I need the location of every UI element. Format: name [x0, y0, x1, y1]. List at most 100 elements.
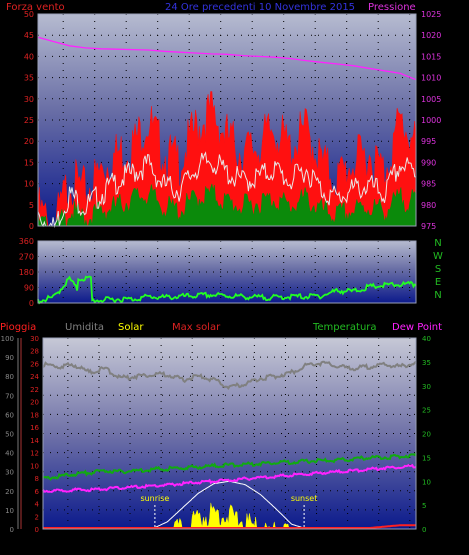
wind-y-tick: 0	[29, 222, 34, 231]
humidity-y-tick: 100	[1, 335, 14, 343]
direction-y-tick: 270	[19, 253, 34, 262]
rain-y-tick: 14	[30, 437, 39, 445]
pressure-y-tick: 980	[421, 201, 436, 210]
pressure-series	[37, 36, 417, 81]
bottom-x-tick: 16	[280, 539, 290, 548]
wind-y-tick: 25	[24, 116, 34, 125]
wind-y-tick: 5	[29, 201, 34, 210]
wind-min-series	[37, 183, 417, 227]
temperature-y-tick: 30	[422, 383, 431, 391]
bottom-right-axis: 0 5 10 15 20 25 30 35 40	[422, 335, 431, 534]
header-center: 24 Ore precedenti 10 Novembre 2015	[165, 2, 355, 13]
rain-y-tick: 18	[30, 411, 39, 419]
bottom-x-tick: 00	[405, 539, 415, 548]
rain-y-tick: 20	[30, 399, 39, 407]
wind-x-tick: 04	[90, 231, 100, 240]
humidity-y-tick: 70	[5, 392, 14, 400]
wind-x-tick: 12	[216, 231, 226, 240]
wind-x-tick: 16	[279, 231, 289, 240]
temperature-y-tick: 20	[422, 431, 431, 439]
legend-item: Dew Point	[392, 322, 442, 333]
wind-x-tick: 00	[405, 231, 415, 240]
wind-x-tick: 02	[58, 231, 68, 240]
wind-y-tick: 30	[24, 95, 34, 104]
rain-series	[43, 524, 416, 529]
temperature-y-tick: 15	[422, 454, 431, 462]
humidity-series	[42, 360, 417, 390]
wind-x-tick: 14	[247, 231, 257, 240]
pressure-y-tick: 975	[421, 222, 436, 231]
rain-y-tick: 16	[30, 424, 39, 432]
bottom-legend: Pioggia Umidita Solar Max solar Temperatura D…	[0, 322, 442, 333]
bottom-y-axes: 0102030405060708090100024681012141618202…	[1, 335, 40, 534]
humidity-y-tick: 0	[10, 526, 14, 534]
wind-x-axis: 02 04 06 08 10 12 14 16 18 20 22 00	[58, 231, 415, 240]
wind-panel-frame	[37, 13, 417, 227]
direction-y-tick: 180	[19, 268, 34, 277]
wind-y-tick: 35	[24, 74, 34, 83]
pressure-y-tick: 985	[421, 180, 436, 189]
humidity-y-tick: 10	[5, 507, 14, 515]
wind-x-tick: 22	[373, 231, 383, 240]
temperature-y-tick: 10	[422, 478, 431, 486]
wind-y-axis: 0 5 10 15 20 25 30 35 40 45 50	[24, 10, 34, 231]
direction-panel-series	[37, 275, 417, 305]
bottom-x-tick: 12	[218, 539, 228, 548]
rain-y-tick: 4	[35, 501, 40, 509]
pressure-y-tick: 1000	[421, 116, 441, 125]
direction-y-axis: 0 90 180 270 360	[19, 237, 34, 308]
humidity-y-tick: 90	[5, 354, 14, 362]
direction-panel-frame	[37, 240, 417, 304]
rain-y-tick: 24	[30, 373, 39, 381]
temperature-y-tick: 25	[422, 407, 431, 415]
bottom-x-tick: 14	[249, 539, 259, 548]
temperature-y-tick: 35	[422, 359, 431, 367]
humidity-y-tick: 80	[5, 373, 14, 381]
humidity-y-tick: 50	[5, 431, 14, 439]
rain-y-tick: 26	[30, 360, 39, 368]
direction-series	[37, 275, 417, 305]
temperature-series	[42, 452, 417, 481]
legend-item: Temperatura	[312, 322, 377, 333]
pressure-y-tick: 1025	[421, 10, 441, 19]
legend-item: Pioggia	[0, 322, 36, 333]
compass-label: W	[433, 251, 443, 262]
legend-item: Solar	[118, 322, 144, 333]
wind-x-tick: 18	[310, 231, 320, 240]
bottom-x-tick: 20	[343, 539, 353, 548]
rain-y-tick: 2	[35, 513, 39, 521]
rain-y-tick: 8	[35, 475, 39, 483]
bottom-x-tick: 04	[94, 539, 104, 548]
legend-item: Max solar	[172, 322, 221, 333]
wind-x-tick: 06	[121, 231, 131, 240]
bottom-x-tick: 02	[63, 539, 73, 548]
direction-y-tick: 90	[24, 284, 34, 293]
humidity-y-tick: 40	[5, 450, 14, 458]
pressure-y-tick: 1015	[421, 52, 441, 61]
direction-panel-grid	[38, 241, 416, 303]
bottom-x-tick: 06	[125, 539, 135, 548]
rain-y-tick: 6	[35, 488, 40, 496]
legend-item: Umidita	[65, 322, 104, 333]
header-right: Pressione	[368, 2, 416, 13]
rain-y-tick: 28	[30, 348, 39, 356]
wind-y-tick: 15	[24, 158, 34, 167]
compass-label: S	[435, 264, 441, 275]
pressure-y-tick: 1010	[421, 74, 441, 83]
compass-label: N	[434, 238, 441, 249]
wind-y-tick: 10	[24, 180, 34, 189]
direction-y-tick: 360	[19, 237, 34, 246]
dewpoint-series	[42, 463, 417, 493]
pressure-y-tick: 1020	[421, 31, 441, 40]
pressure-y-tick: 1005	[421, 95, 441, 104]
humidity-y-tick: 20	[5, 488, 14, 496]
bottom-x-tick: 22	[374, 539, 384, 548]
rain-y-tick: 10	[30, 462, 39, 470]
header-left: Forza vento	[6, 2, 65, 13]
bottom-x-tick: 18	[311, 539, 321, 548]
wind-x-tick: 10	[184, 231, 194, 240]
rain-y-tick: 12	[30, 450, 39, 458]
wind-panel-series	[37, 36, 417, 228]
wind-x-tick: 08	[153, 231, 163, 240]
direction-y-tick: 0	[29, 299, 34, 308]
